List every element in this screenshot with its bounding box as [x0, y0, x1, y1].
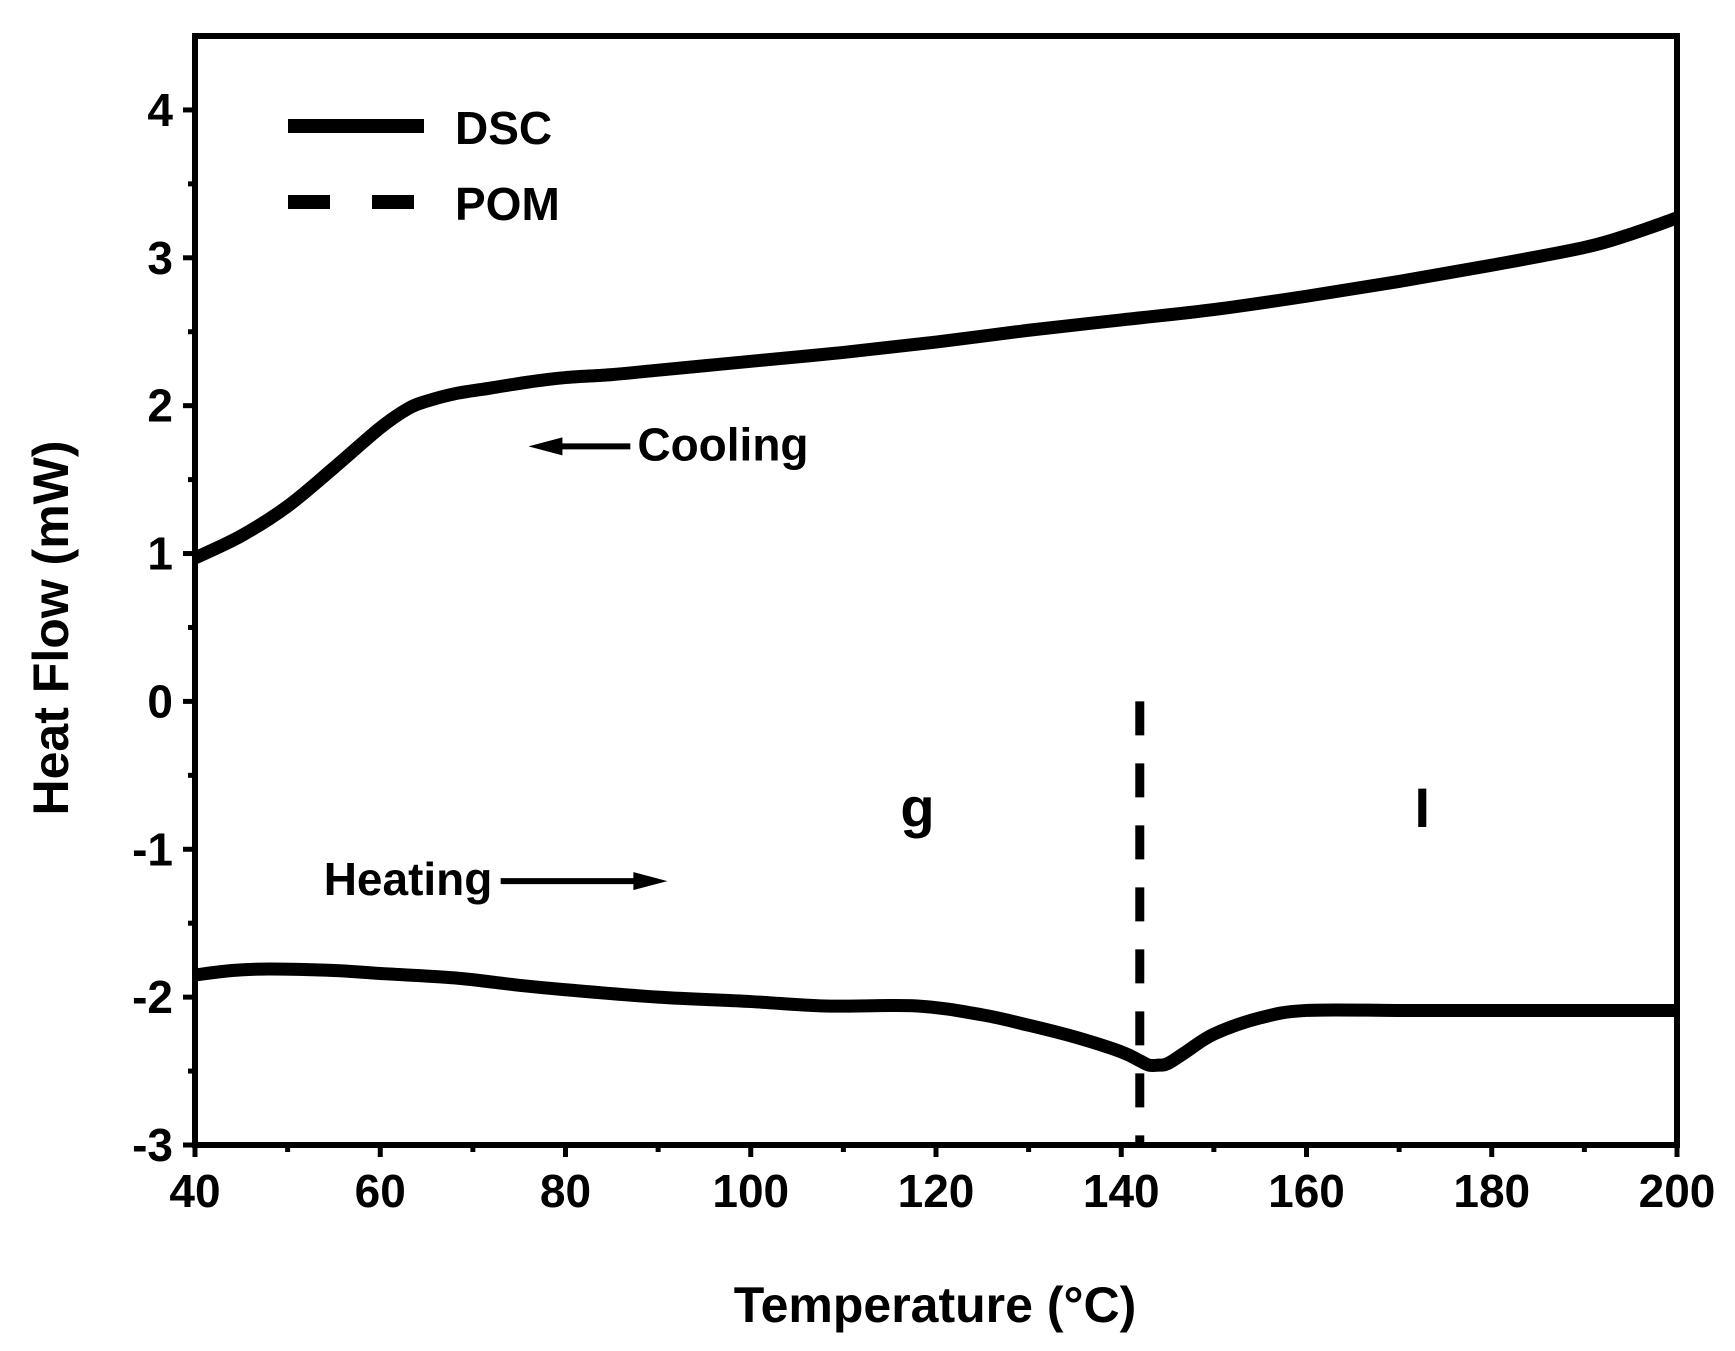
y-tick-label: -3 [132, 1119, 173, 1171]
heating-arrowhead-icon [633, 872, 668, 891]
cooling-arrowhead-icon [528, 437, 563, 456]
x-tick-label: 140 [1083, 1165, 1160, 1217]
x-tick-label: 100 [712, 1165, 789, 1217]
cooling-annotation: Cooling [637, 418, 808, 470]
legend-pom-label: POM [455, 178, 560, 230]
y-tick-label: 3 [147, 232, 173, 284]
phase-label-glass: g [900, 776, 934, 839]
plot-frame [192, 33, 1680, 1148]
axis-ticks: 40 60 80 100 120 140 160 180 200 -3 -2 -1 0 1 2 3 4 [132, 84, 1715, 1217]
x-tick-label: 160 [1268, 1165, 1345, 1217]
x-tick-label: 40 [169, 1165, 220, 1217]
x-tick-label: 200 [1639, 1165, 1716, 1217]
y-tick-label: -2 [132, 971, 173, 1023]
cooling-dsc-curve [192, 211, 1680, 564]
x-tick-label: 120 [898, 1165, 975, 1217]
y-tick-label: 0 [147, 675, 173, 727]
x-tick-label: 80 [540, 1165, 591, 1217]
legend-dsc-label: DSC [455, 102, 552, 154]
x-axis-title: Temperature (°C) [734, 1277, 1136, 1333]
y-tick-label: -1 [132, 823, 173, 875]
heating-dsc-curve [194, 962, 1677, 1073]
y-tick-label: 4 [147, 84, 173, 136]
y-tick-label: 1 [147, 528, 173, 580]
legend: DSC POM [288, 102, 560, 230]
phase-label-isotropic: I [1415, 776, 1431, 839]
x-tick-label: 180 [1453, 1165, 1530, 1217]
data-series [192, 211, 1680, 1145]
y-axis-title: Heat Flow (mW) [23, 441, 79, 816]
heating-annotation: Heating [324, 853, 493, 905]
annotations: Cooling Heating g I [324, 418, 1430, 905]
y-tick-label: 2 [147, 380, 173, 432]
x-tick-label: 60 [355, 1165, 406, 1217]
